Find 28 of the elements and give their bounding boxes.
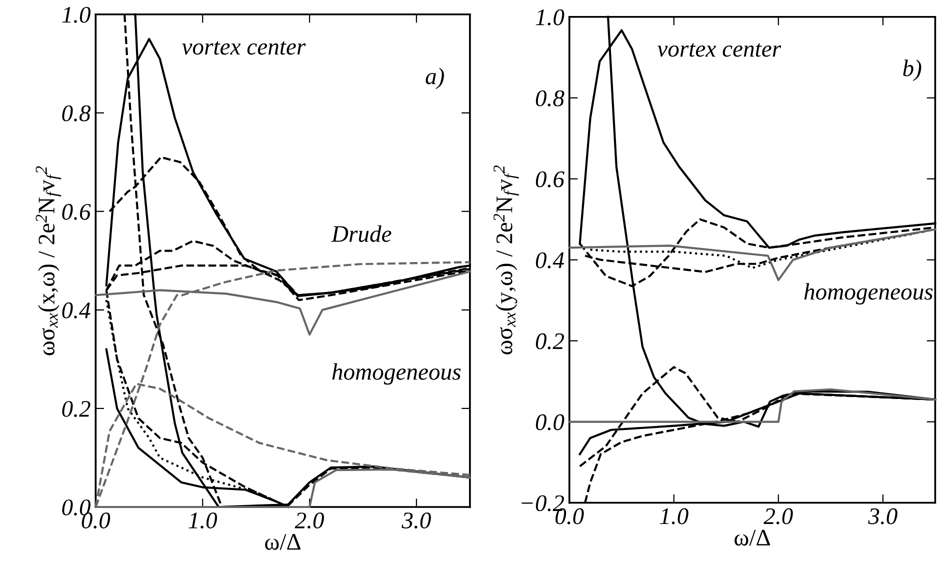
y-tick-label: 0.2 [62, 400, 90, 417]
y-tick-label: 0.8 [62, 105, 91, 122]
annotation: homogeneous [332, 363, 461, 385]
y-tick-label: 0.6 [536, 171, 564, 188]
annotation: Drude [331, 225, 392, 242]
y-tick-label: 0.2 [536, 333, 564, 350]
text: ωσ$_{xx}$(x,ω) / 2e$^{2}$N$_{f}$v$_{f}$$^{2}$ [36, 166, 62, 356]
x-axis-title: ω/Δ [734, 530, 770, 546]
x-tick-label: 3.0 [868, 508, 898, 524]
annotation: b) [903, 60, 922, 82]
x-axis-title: ω/Δ [265, 534, 301, 550]
x-tick-label: 2.0 [764, 508, 793, 524]
y-tick-label: 0.4 [536, 252, 564, 268]
annotation: a) [426, 68, 444, 90]
x-tick-label: 1.0 [660, 508, 688, 524]
text: ωσ$_{xx}$(y,ω) / 2e$^{2}$N$_{f}$v$_{f}$$^{2}$ [494, 165, 519, 354]
y-tick-label: 1.0 [62, 6, 91, 23]
annotation: vortex center [657, 43, 782, 57]
x-tick-label: 1.0 [188, 512, 218, 529]
y-tick-label: 0.6 [62, 204, 91, 220]
y-tick-label: 1.0 [536, 9, 564, 26]
x-tick-label: 2.0 [294, 512, 324, 529]
y-tick-label: 0.0 [536, 414, 564, 430]
x-tick-label: 3.0 [402, 512, 431, 529]
y-tick-label: 0.8 [536, 90, 564, 106]
annotation: homogeneous [804, 283, 933, 305]
y-tick-label: 0.4 [62, 302, 90, 318]
annotation: vortex center [182, 41, 306, 55]
